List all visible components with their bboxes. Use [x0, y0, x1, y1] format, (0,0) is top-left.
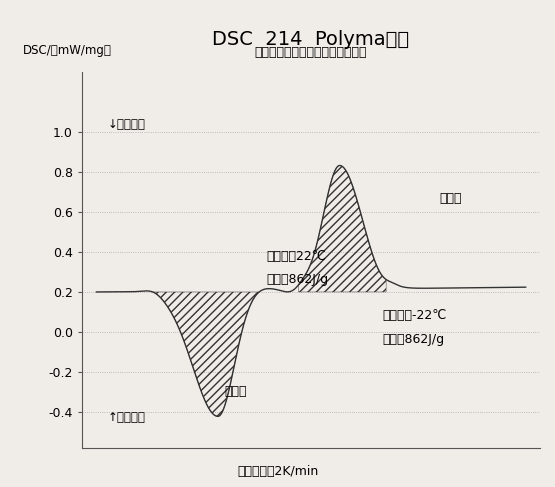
Text: ↑吸热方向: ↑吸热方向	[107, 411, 145, 424]
Text: 吸热峰: 吸热峰	[440, 192, 462, 205]
Text: 升温速率：2K/min: 升温速率：2K/min	[237, 465, 318, 478]
Text: 热焊値862J/g: 热焊値862J/g	[382, 334, 445, 346]
Text: DSC/（mW/mg）: DSC/（mW/mg）	[23, 44, 112, 57]
Title: DSC  214  Polyma图谱: DSC 214 Polyma图谱	[213, 30, 410, 49]
Text: 相变温剤22℃: 相变温剤22℃	[266, 249, 326, 262]
Text: 相变温度-22℃: 相变温度-22℃	[382, 309, 447, 322]
Text: （图中所示为相变放热与吸热峰）: （图中所示为相变放热与吸热峰）	[255, 46, 367, 59]
Text: 放热峰: 放热峰	[225, 385, 247, 398]
Text: ↓放热方向: ↓放热方向	[107, 118, 145, 131]
Text: 热焊値862J/g: 热焊値862J/g	[266, 274, 329, 286]
